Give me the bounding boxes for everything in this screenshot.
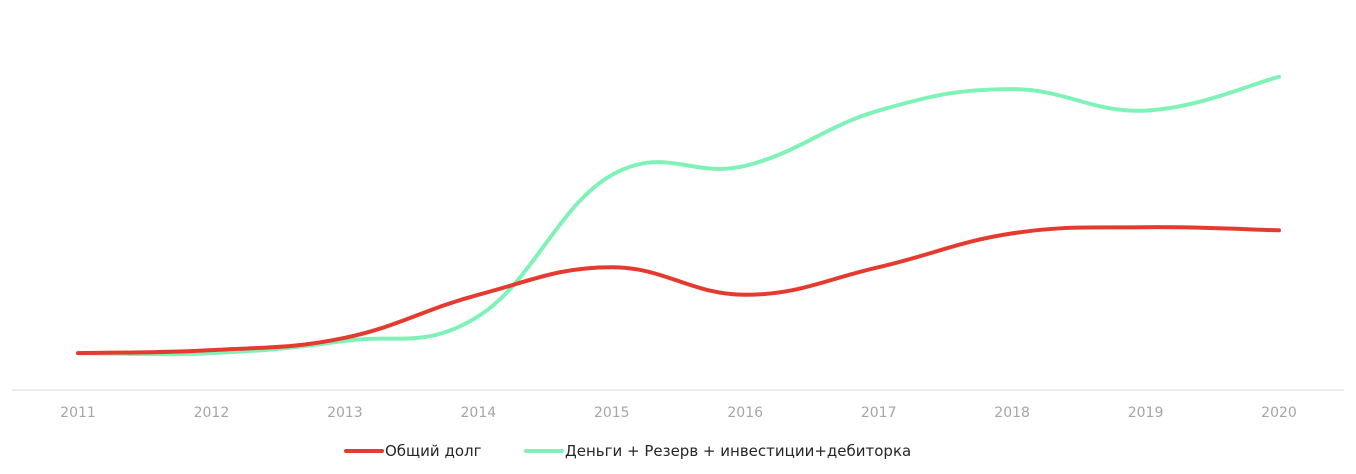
legend: Общий долг Деньги + Резерв + инвестиции+д… xyxy=(344,442,911,460)
x-axis-tick-labels: 2011 2012 2013 2014 2015 2016 2017 2018 2019 2020 xyxy=(60,405,1297,421)
x-tick-label: 2013 xyxy=(327,405,363,421)
legend-label-1: Общий долг xyxy=(385,442,482,460)
legend-label-2: Деньги + Резерв + инвестиции+дебиторка xyxy=(565,442,911,460)
series-line-2 xyxy=(76,74,1281,357)
x-tick-label: 2014 xyxy=(461,405,497,421)
x-tick-label: 2019 xyxy=(1128,405,1164,421)
plot-area xyxy=(76,74,1281,357)
x-tick-label: 2020 xyxy=(1261,405,1297,421)
x-tick-label: 2017 xyxy=(861,405,897,421)
x-tick-label: 2011 xyxy=(60,405,96,421)
series-line-1 xyxy=(76,225,1281,356)
x-tick-label: 2015 xyxy=(594,405,630,421)
x-tick-label: 2012 xyxy=(194,405,230,421)
x-tick-label: 2016 xyxy=(727,405,763,421)
x-tick-label: 2018 xyxy=(994,405,1030,421)
